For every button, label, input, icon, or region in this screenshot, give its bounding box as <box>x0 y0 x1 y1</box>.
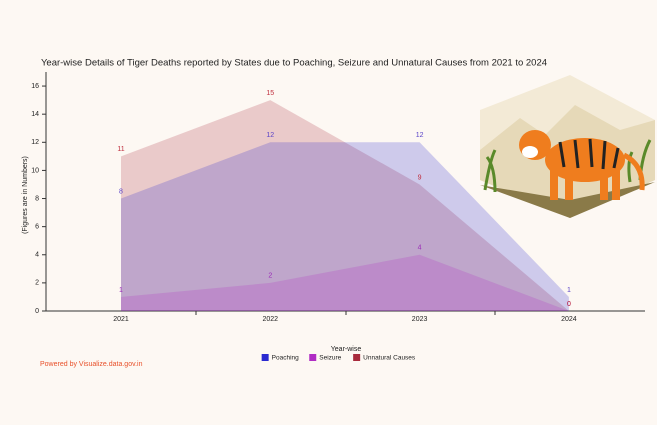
value-label: 11 <box>117 146 124 153</box>
value-label: 0 <box>567 301 571 308</box>
y-tick-label: 4 <box>35 252 39 259</box>
value-label: 1 <box>567 287 571 294</box>
chart-title: Year-wise Details of Tiger Deaths report… <box>41 58 547 69</box>
y-tick-label: 0 <box>35 308 39 315</box>
legend-label: Unnatural Causes <box>363 355 416 362</box>
y-tick-label: 8 <box>35 195 39 202</box>
x-tick-label: 2022 <box>263 316 279 323</box>
tiger-illustration <box>480 75 655 218</box>
x-tick-label: 2023 <box>412 316 428 323</box>
x-tick-label: 2021 <box>113 316 129 323</box>
value-label: 15 <box>266 90 274 97</box>
y-tick-label: 6 <box>35 223 39 230</box>
legend-label: Poaching <box>272 355 299 362</box>
y-tick-label: 14 <box>31 111 39 118</box>
value-label: 2 <box>268 273 272 280</box>
y-axis-label: (Figures are in Numbers) <box>22 156 29 234</box>
area <box>121 100 569 311</box>
y-tick-label: 16 <box>31 83 39 90</box>
value-label: 12 <box>266 132 274 139</box>
legend-label: Seizure <box>319 355 341 362</box>
value-label: 9 <box>418 174 422 181</box>
source-note: Powered by Visualize.data.gov.in <box>40 361 143 368</box>
area <box>121 142 569 311</box>
value-label: 8 <box>119 188 123 195</box>
legend-swatch <box>261 354 269 361</box>
y-tick-label: 2 <box>35 280 39 287</box>
y-tick-label: 12 <box>31 139 39 146</box>
x-axis-label: Year-wise <box>331 346 362 353</box>
value-label: 12 <box>416 132 424 139</box>
x-tick-label: 2024 <box>561 316 577 323</box>
y-tick-label: 10 <box>31 167 39 174</box>
value-label: 4 <box>418 245 422 252</box>
value-label: 1 <box>119 287 123 294</box>
legend-swatch <box>353 354 361 361</box>
legend-swatch <box>309 354 317 361</box>
area <box>121 254 569 311</box>
value-label: 0 <box>567 301 571 308</box>
